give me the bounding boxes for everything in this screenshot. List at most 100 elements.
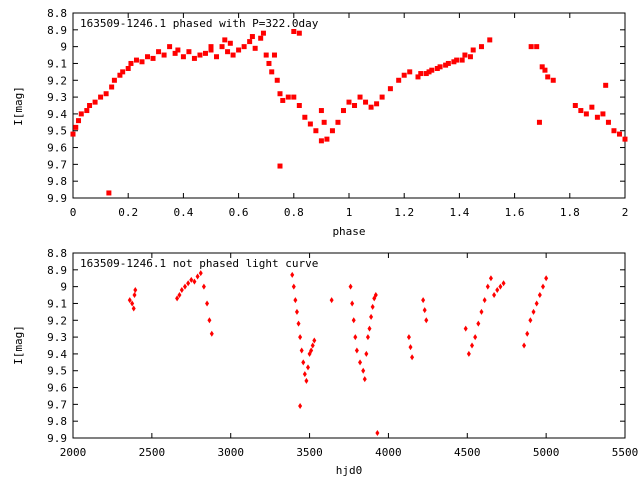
- unphased-data-point: [358, 359, 363, 366]
- phased-data-point: [117, 72, 123, 78]
- phased-data-point: [222, 37, 228, 43]
- phased-plot-frame: [72, 12, 626, 199]
- phased-data-point: [172, 50, 178, 56]
- phased-data-point: [103, 91, 109, 97]
- unphased-data-point: [291, 283, 296, 290]
- unphased-data-point: [370, 303, 375, 310]
- phased-data-point: [374, 101, 380, 107]
- phased-data-point: [313, 128, 319, 134]
- phased-data-point: [401, 72, 407, 78]
- phased-data-point: [487, 37, 493, 43]
- phased-data-point: [423, 71, 429, 77]
- unphased-data-point: [205, 300, 210, 307]
- phased-data-point: [202, 50, 208, 56]
- unphased-axis-ticks: [72, 252, 626, 439]
- phased-data-point: [291, 94, 297, 100]
- phased-data-point: [84, 108, 90, 114]
- phased-data-point: [269, 69, 275, 75]
- unphased-data-point: [544, 275, 549, 282]
- unphased-x-tick-label: 4500: [454, 446, 481, 459]
- unphased-data-point: [351, 317, 356, 324]
- phased-data-point: [600, 111, 606, 117]
- unphased-data-point: [195, 273, 200, 280]
- unphased-data-point: [488, 275, 493, 282]
- phased-data-point: [175, 47, 181, 53]
- unphased-light-curve-chart: 2000 2500 3000 3500 4000 4500 5000 5500 8.8 8.9 9…: [12, 247, 638, 477]
- phased-data-point: [318, 138, 324, 144]
- unphased-y-tick-label: 9.7: [47, 398, 67, 411]
- unphased-data-point: [408, 344, 413, 351]
- unphased-data-point: [302, 371, 307, 378]
- phased-x-tick-label: 1.2: [394, 206, 414, 219]
- unphased-data-point: [301, 359, 306, 366]
- phased-data-points: [70, 29, 628, 196]
- unphased-plot-frame: [72, 252, 626, 439]
- unphased-data-point: [369, 313, 374, 320]
- phased-data-point: [434, 66, 440, 71]
- unphased-data-point: [354, 347, 359, 354]
- unphased-data-point: [410, 354, 415, 361]
- unphased-data-point: [350, 300, 355, 307]
- phased-data-point: [76, 118, 82, 124]
- unphased-data-point: [367, 325, 372, 332]
- phased-data-point: [318, 108, 324, 114]
- phased-data-point: [241, 44, 247, 50]
- unphased-y-tick-label: 9.6: [47, 382, 67, 395]
- unphased-data-point: [421, 297, 426, 304]
- phased-data-point: [70, 131, 76, 137]
- unphased-data-point: [498, 283, 503, 290]
- unphased-y-tick-label: 8.9: [47, 264, 67, 277]
- unphased-y-tick-label: 9.3: [47, 331, 67, 344]
- phased-data-point: [87, 103, 93, 108]
- phased-x-tick-label: 0: [70, 206, 77, 219]
- unphased-data-point: [293, 297, 298, 304]
- phased-data-point: [603, 82, 609, 88]
- unphased-x-tick-labels: 2000 2500 3000 3500 4000 4500 5000 5500: [60, 446, 639, 459]
- phased-data-point: [247, 39, 253, 45]
- phased-data-point: [133, 57, 139, 63]
- phased-data-point: [219, 44, 225, 50]
- unphased-data-point: [479, 308, 484, 315]
- unphased-data-point: [364, 350, 369, 357]
- unphased-data-point: [294, 308, 299, 315]
- unphased-x-tick-label: 3500: [296, 446, 323, 459]
- unphased-data-point: [175, 295, 180, 302]
- unphased-x-tick-label: 3000: [217, 446, 244, 459]
- phased-data-point: [622, 136, 628, 142]
- phased-y-tick-label: 9.1: [47, 57, 67, 70]
- phased-y-tick-label: 9.5: [47, 125, 67, 138]
- phased-data-point: [357, 94, 363, 100]
- phased-data-point: [437, 64, 443, 70]
- phased-data-point: [150, 55, 156, 61]
- phased-data-point: [236, 47, 242, 53]
- unphased-data-point: [373, 292, 378, 299]
- unphased-x-tick-label: 2500: [139, 446, 166, 459]
- unphased-data-point: [304, 377, 309, 384]
- phased-x-tick-label: 0.4: [173, 206, 193, 219]
- phased-data-point: [271, 52, 277, 58]
- unphased-data-point: [192, 278, 197, 285]
- unphased-data-point: [501, 280, 506, 287]
- phased-data-point: [550, 77, 556, 83]
- unphased-data-point: [207, 317, 212, 324]
- unphased-data-point: [133, 287, 138, 293]
- unphased-x-tick-label: 2000: [60, 446, 87, 459]
- unphased-data-point: [476, 320, 481, 327]
- unphased-data-point: [365, 334, 370, 341]
- phased-data-point: [578, 108, 584, 114]
- phased-data-point: [191, 55, 197, 61]
- unphased-x-tick-label: 5000: [533, 446, 560, 459]
- phased-data-point: [346, 99, 352, 105]
- phased-data-point: [335, 119, 341, 125]
- phased-data-point: [443, 62, 449, 68]
- unphased-chart-title: 163509-1246.1 not phased light curve: [80, 257, 318, 270]
- phased-data-point: [418, 71, 424, 77]
- unphased-y-tick-label: 9.4: [47, 348, 67, 361]
- phased-data-point: [307, 121, 313, 127]
- unphased-y-tick-label: 8.8: [47, 247, 67, 260]
- phased-data-point: [277, 91, 283, 97]
- phased-data-point: [186, 49, 192, 55]
- phased-data-point: [291, 29, 297, 34]
- phased-data-point: [98, 94, 104, 100]
- phased-axis-ticks: [72, 12, 626, 199]
